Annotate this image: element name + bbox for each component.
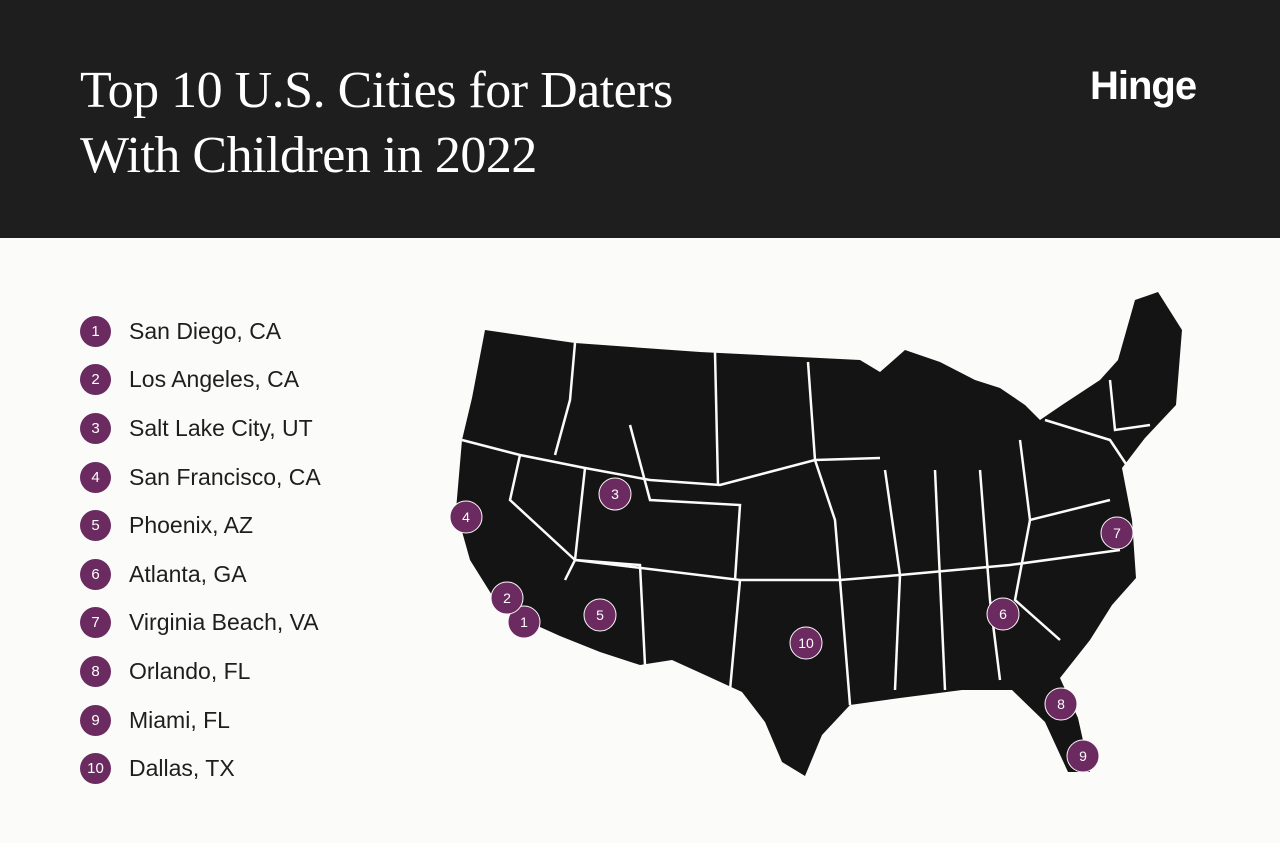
city-name: Virginia Beach, VA <box>129 609 319 636</box>
list-item: 3 Salt Lake City, UT <box>80 404 321 453</box>
rank-badge: 5 <box>80 510 111 542</box>
title: Top 10 U.S. Cities for Daters With Child… <box>80 62 673 184</box>
list-item: 10 Dallas, TX <box>80 744 321 793</box>
header: Top 10 U.S. Cities for Daters With Child… <box>0 0 1280 238</box>
list-item: 5 Phoenix, AZ <box>80 501 321 550</box>
city-name: Orlando, FL <box>129 657 251 684</box>
marker-circle <box>598 477 632 511</box>
list-item: 2 Los Angeles, CA <box>80 356 321 405</box>
city-markers: 12 3 4 5 6 7 8 9 10 <box>449 477 1134 773</box>
marker-label: 6 <box>999 606 1007 622</box>
map-marker: 2 <box>490 581 524 615</box>
marker-label: 7 <box>1113 525 1121 541</box>
marker-circle <box>507 605 541 639</box>
marker-label: 9 <box>1079 748 1087 764</box>
marker-circle <box>1044 687 1078 721</box>
city-name: Miami, FL <box>129 706 230 733</box>
marker-circle <box>986 597 1020 631</box>
rank-badge: 7 <box>80 607 111 639</box>
city-list: 1 San Diego, CA 2 Los Angeles, CA 3 Salt Lake… <box>80 307 321 793</box>
rank-badge: 3 <box>80 412 111 444</box>
rank-badge: 6 <box>80 558 111 590</box>
rank-badge: 10 <box>80 753 111 785</box>
list-item: 9 Miami, FL <box>80 696 321 745</box>
map-marker: 9 <box>1066 739 1100 773</box>
marker-label: 5 <box>596 607 604 623</box>
marker-circle <box>1066 739 1100 773</box>
map-marker: 10 <box>789 626 823 660</box>
marker-circle <box>583 598 617 632</box>
map-marker: 7 <box>1100 516 1134 550</box>
rank-badge: 9 <box>80 704 111 736</box>
brand-logo: Hinge <box>1090 64 1197 108</box>
city-name: Phoenix, AZ <box>129 512 254 539</box>
marker-label: 3 <box>611 486 619 502</box>
us-silhouette <box>456 292 1182 776</box>
rank-badge: 1 <box>80 315 111 347</box>
city-name: San Francisco, CA <box>129 463 321 490</box>
city-name: Los Angeles, CA <box>129 366 300 393</box>
marker-label: 8 <box>1057 696 1065 712</box>
rank-badge: 4 <box>80 461 111 493</box>
marker-label: 10 <box>798 635 814 651</box>
list-item: 4 San Francisco, CA <box>80 453 321 502</box>
map-marker: 1 <box>507 605 541 639</box>
list-item: 6 Atlanta, GA <box>80 550 321 599</box>
marker-circle <box>789 626 823 660</box>
marker-circle <box>490 581 524 615</box>
marker-label: 1 <box>520 614 528 630</box>
rank-badge: 8 <box>80 655 111 687</box>
list-item: 1 San Diego, CA <box>80 307 321 356</box>
list-item: 8 Orlando, FL <box>80 647 321 696</box>
marker-label: 2 <box>503 590 511 606</box>
marker-circle <box>1100 516 1134 550</box>
map-marker: 8 <box>1044 687 1078 721</box>
map-marker: 4 <box>449 500 483 534</box>
city-name: Dallas, TX <box>129 755 235 782</box>
marker-label: 4 <box>462 509 470 525</box>
state-borders <box>461 342 1151 706</box>
city-name: San Diego, CA <box>129 317 282 344</box>
city-name: Salt Lake City, UT <box>129 414 313 441</box>
map-marker: 6 <box>986 597 1020 631</box>
rank-badge: 2 <box>80 364 111 396</box>
marker-circle <box>449 500 483 534</box>
map-marker: 5 <box>583 598 617 632</box>
map-marker: 3 <box>598 477 632 511</box>
city-name: Atlanta, GA <box>129 560 247 587</box>
list-item: 7 Virginia Beach, VA <box>80 599 321 648</box>
